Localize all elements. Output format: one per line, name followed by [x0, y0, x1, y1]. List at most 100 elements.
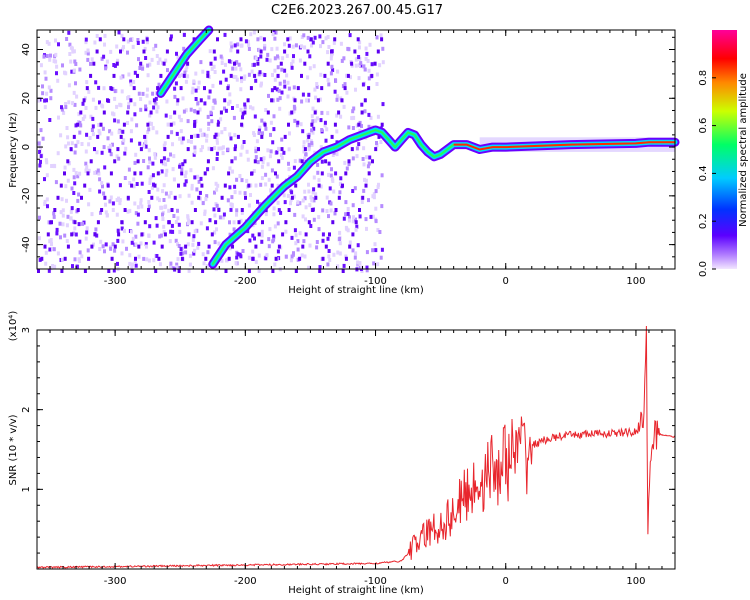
noise-streak [40, 256, 44, 261]
noise-streak [134, 256, 137, 261]
noise-speck [311, 190, 315, 195]
noise-speck [362, 162, 366, 167]
noise-speck [132, 177, 136, 182]
noise-streak [126, 110, 130, 115]
noise-speck [276, 65, 280, 70]
noise-speck [191, 86, 195, 91]
noise-speck [73, 59, 77, 64]
noise-streak [153, 183, 157, 188]
noise-streak [170, 208, 174, 212]
noise-speck [70, 186, 74, 191]
noise-speck [317, 178, 321, 183]
noise-speck [266, 52, 270, 57]
noise-speck [281, 56, 285, 61]
noise-speck [266, 162, 270, 167]
noise-speck [52, 211, 56, 216]
noise-speck [239, 67, 243, 72]
noise-speck [102, 86, 106, 91]
noise-speck [54, 52, 58, 57]
noise-streak [142, 49, 146, 54]
noise-streak [203, 86, 206, 91]
noise-speck [376, 185, 380, 189]
noise-speck [112, 268, 116, 273]
noise-speck [378, 230, 382, 234]
noise-streak [140, 232, 144, 237]
noise-speck [286, 80, 290, 85]
noise-speck [292, 194, 296, 199]
noise-speck [152, 47, 156, 52]
noise-speck [94, 80, 98, 85]
noise-speck [280, 155, 284, 160]
noise-speck [212, 207, 216, 212]
noise-speck [201, 252, 205, 257]
noise-speck [196, 133, 200, 138]
noise-speck [198, 196, 202, 201]
noise-streak [206, 159, 210, 164]
noise-speck [184, 179, 188, 184]
noise-speck [318, 97, 322, 102]
noise-speck [355, 146, 359, 151]
noise-speck [190, 183, 194, 188]
noise-speck [146, 63, 150, 68]
noise-speck [181, 96, 185, 101]
noise-speck [257, 72, 261, 77]
noise-speck [178, 194, 182, 199]
noise-speck [97, 129, 101, 134]
spectrogram-x-ticks: -300 -200 -100 0 100 [49, 30, 676, 287]
noise-speck [100, 181, 104, 185]
noise-speck [259, 182, 263, 187]
noise-speck [129, 129, 133, 134]
noise-streak [250, 171, 254, 176]
noise-speck [261, 72, 265, 77]
noise-streak [203, 171, 207, 176]
noise-speck [39, 145, 42, 150]
noise-speck [95, 233, 99, 238]
noise-speck [367, 112, 371, 117]
noise-speck [264, 126, 268, 131]
noise-streak [209, 61, 213, 66]
noise-speck [167, 208, 171, 213]
noise-streak [96, 134, 100, 139]
noise-speck [192, 251, 196, 256]
noise-streak [145, 37, 149, 42]
noise-speck [111, 208, 115, 212]
noise-streak [73, 220, 77, 225]
noise-streak [156, 171, 160, 176]
noise-streak [115, 61, 119, 66]
noise-speck [276, 97, 280, 102]
noise-speck [52, 163, 56, 168]
noise-speck [268, 227, 272, 232]
noise-speck [98, 189, 102, 194]
noise-speck [138, 141, 142, 146]
noise-speck [261, 131, 264, 136]
noise-speck [72, 175, 76, 180]
noise-streak [330, 134, 334, 139]
noise-speck [176, 216, 180, 221]
noise-speck [248, 238, 252, 243]
noise-speck [164, 162, 168, 167]
noise-speck [319, 44, 322, 49]
noise-speck [91, 116, 95, 121]
noise-speck [90, 128, 94, 132]
noise-streak [123, 208, 127, 212]
noise-streak [122, 37, 126, 42]
noise-speck [176, 55, 180, 60]
noise-speck [327, 161, 331, 166]
noise-speck [318, 265, 322, 270]
noise-streak [63, 256, 67, 261]
noise-speck [213, 240, 217, 245]
noise-speck [85, 165, 89, 170]
noise-speck [254, 56, 258, 61]
noise-speck [278, 106, 282, 111]
noise-speck [94, 105, 98, 110]
noise-speck [229, 136, 233, 141]
noise-streak [93, 232, 97, 237]
noise-speck [74, 123, 78, 128]
noise-speck [210, 66, 214, 71]
noise-speck [336, 264, 340, 269]
noise-speck [69, 216, 73, 221]
noise-speck [310, 141, 314, 146]
noise-speck [45, 98, 48, 103]
figure-title: C2E6.2023.267.00.45.G17 [271, 3, 443, 18]
noise-streak [296, 86, 300, 91]
